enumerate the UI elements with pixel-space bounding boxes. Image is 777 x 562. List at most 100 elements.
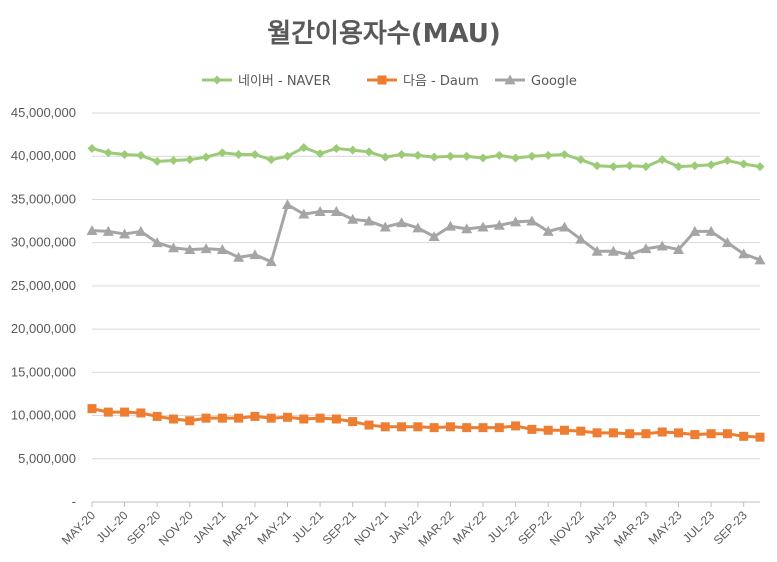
data-point — [510, 216, 522, 227]
data-point — [217, 148, 227, 158]
data-point — [657, 427, 667, 437]
data-point — [754, 254, 766, 265]
data-point — [559, 425, 569, 435]
data-point — [690, 430, 700, 440]
data-point — [527, 151, 537, 161]
data-point — [250, 149, 260, 159]
data-point — [640, 243, 652, 254]
data-point — [234, 149, 244, 159]
data-point — [315, 149, 325, 159]
data-point — [511, 153, 521, 163]
series-line — [91, 146, 761, 169]
data-point — [135, 225, 147, 236]
data-point — [86, 225, 98, 235]
data-point — [363, 215, 375, 226]
gridlines — [92, 112, 760, 503]
data-point — [462, 423, 472, 433]
y-tick-label: 45,000,000 — [11, 105, 76, 120]
data-point — [282, 199, 294, 210]
x-tick-label: MAR-22 — [416, 508, 457, 549]
data-point — [184, 244, 196, 254]
x-tick-label: MAR-21 — [220, 508, 261, 549]
data-point — [608, 428, 618, 438]
data-point — [216, 244, 228, 254]
data-point — [364, 420, 374, 430]
data-point — [348, 145, 358, 155]
data-point — [136, 150, 146, 160]
data-point — [462, 151, 472, 161]
data-point — [396, 217, 408, 228]
data-point — [690, 161, 700, 171]
data-point — [315, 413, 325, 423]
data-point — [380, 422, 390, 432]
data-point — [331, 143, 341, 153]
data-point — [543, 150, 553, 160]
data-point — [347, 213, 359, 224]
legend-item: Google — [495, 74, 577, 89]
data-point — [283, 412, 293, 422]
data-point — [201, 152, 211, 162]
data-point — [608, 162, 618, 172]
data-point — [494, 423, 504, 433]
y-tick-label: 15,000,000 — [11, 364, 76, 379]
legend-label: 다음 - Daum — [403, 74, 479, 89]
data-point — [493, 219, 505, 230]
data-point — [575, 233, 587, 244]
data-point — [167, 242, 179, 253]
data-point — [511, 421, 521, 431]
series-group — [87, 404, 765, 442]
data-point — [249, 249, 261, 260]
y-tick-label: 10,000,000 — [11, 408, 76, 423]
data-point — [234, 413, 244, 423]
data-point — [722, 156, 732, 166]
data-point — [478, 423, 488, 433]
data-point — [200, 243, 212, 254]
data-point — [526, 215, 538, 226]
data-point — [250, 411, 260, 421]
data-point — [379, 221, 391, 232]
y-tick-label: - — [72, 494, 76, 509]
data-point — [212, 75, 222, 85]
data-point — [738, 248, 750, 259]
data-point — [559, 149, 569, 159]
data-point — [673, 244, 685, 254]
data-point — [413, 150, 423, 160]
data-point — [331, 414, 341, 424]
data-point — [739, 431, 749, 441]
data-point — [299, 143, 309, 153]
data-point — [103, 407, 113, 417]
data-point — [674, 428, 684, 438]
data-point — [656, 240, 668, 251]
data-point — [87, 404, 97, 414]
data-point — [755, 162, 765, 172]
data-point — [558, 221, 570, 232]
x-tick-label: NOV-22 — [547, 508, 587, 548]
data-point — [625, 161, 635, 171]
data-point — [576, 426, 586, 436]
data-point — [103, 148, 113, 158]
data-point — [504, 74, 516, 85]
data-point — [576, 155, 586, 165]
data-point — [657, 155, 667, 165]
data-point — [201, 413, 211, 423]
data-point — [377, 75, 387, 85]
x-tick-label: NOV-20 — [156, 508, 196, 548]
data-point — [429, 152, 439, 162]
data-point — [185, 155, 195, 165]
legend-label: 네이버 - NAVER — [238, 74, 331, 89]
data-point — [641, 162, 651, 172]
data-point — [607, 245, 619, 256]
data-point — [233, 251, 245, 262]
chart-title: 월간이용자수(MAU) — [267, 19, 501, 49]
series-group — [86, 199, 766, 267]
data-point — [397, 149, 407, 159]
data-point — [266, 413, 276, 423]
legend-item: 네이버 - NAVER — [202, 74, 331, 89]
data-point — [152, 156, 162, 166]
data-point — [543, 425, 553, 435]
legend-item: 다음 - Daum — [367, 74, 479, 89]
x-tick-label: MAY-20 — [59, 508, 98, 547]
y-tick-label: 35,000,000 — [11, 191, 76, 206]
data-point — [706, 160, 716, 170]
